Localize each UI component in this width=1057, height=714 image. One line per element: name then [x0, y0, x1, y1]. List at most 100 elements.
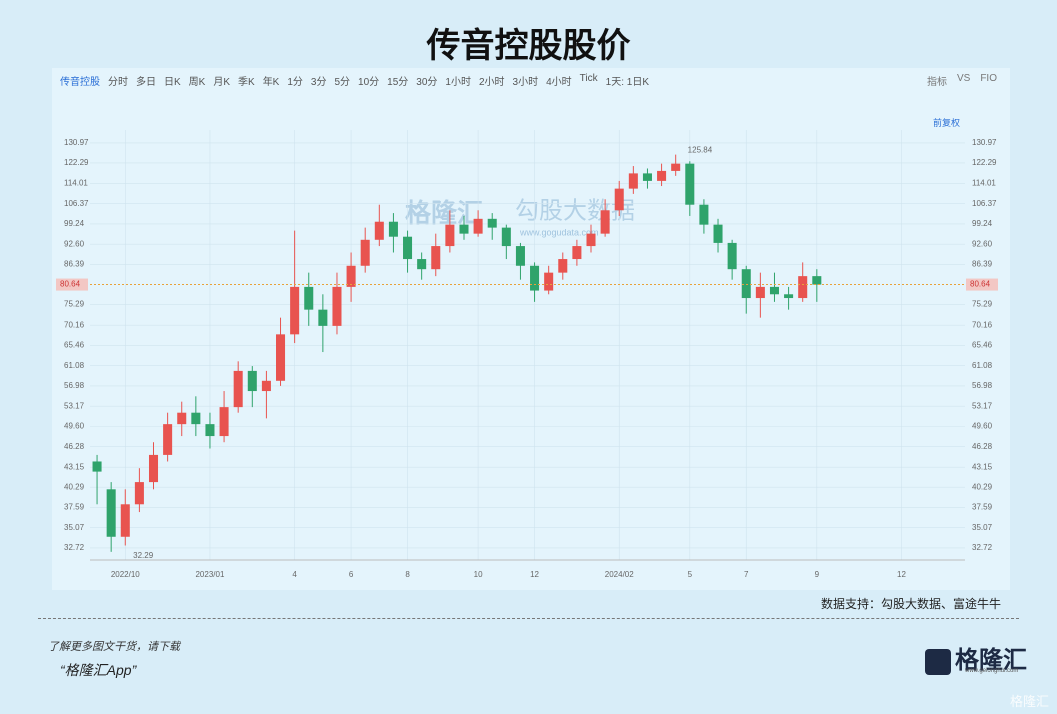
period-tab[interactable]: 10分 — [358, 77, 380, 88]
period-tab[interactable]: 日K — [164, 77, 181, 88]
watermark: www.gogudata.com — [519, 227, 599, 237]
x-tick-label: 4 — [292, 570, 297, 579]
candle-body — [530, 265, 540, 291]
y-tick-label-right: 40.29 — [972, 482, 993, 491]
candle-body — [290, 286, 300, 335]
candle-body — [346, 265, 356, 287]
candle-body — [304, 286, 314, 310]
y-tick-label-right: 122.29 — [972, 158, 997, 167]
toolbar: 传音控股 分时 多日 日K 周K 月K 季K 年K 1分 3分 5分 10分 15分 30分 1小时 2小时 3… — [60, 73, 649, 88]
x-tick-label: 2024/02 — [605, 570, 634, 579]
x-tick-label: 5 — [688, 570, 693, 579]
y-tick-label-right: 130.97 — [972, 138, 997, 147]
candle-body — [769, 286, 779, 295]
candle-body — [459, 224, 469, 234]
period-tab[interactable]: 1分 — [287, 77, 303, 88]
y-tick-label: 61.08 — [64, 361, 85, 370]
candle-body — [177, 412, 187, 425]
period-tab[interactable]: 30分 — [416, 77, 438, 88]
candle-body — [699, 204, 709, 225]
tool-button[interactable]: 指标 — [926, 77, 947, 88]
app-name: “格隆汇App” — [60, 662, 137, 678]
candle-body — [374, 221, 384, 240]
min-label: 32.29 — [133, 551, 154, 560]
period-tab[interactable]: 2小时 — [478, 77, 505, 88]
candle-body — [403, 236, 413, 260]
candle-body — [219, 407, 229, 437]
candle-body — [642, 173, 652, 181]
candle-body — [247, 370, 257, 392]
x-tick-label: 12 — [897, 570, 906, 579]
y-tick-label-right: 37.59 — [972, 503, 993, 512]
last-price-label-bg — [56, 278, 88, 291]
y-tick-label: 65.46 — [64, 341, 85, 350]
tool-button[interactable]: VS — [956, 73, 971, 84]
candle-body — [741, 269, 751, 299]
y-tick-label-right: 32.72 — [972, 543, 993, 552]
candle-body — [106, 489, 116, 537]
y-tick-label: 53.17 — [64, 401, 85, 410]
adjust-button[interactable]: 前复权 — [933, 118, 961, 128]
candle-body — [727, 242, 737, 270]
y-tick-label: 130.97 — [64, 138, 89, 147]
title: 传音控股股价 — [426, 27, 631, 65]
y-tick-label: 99.24 — [64, 219, 85, 228]
candle-body — [431, 246, 441, 270]
period-tab[interactable]: 季K — [238, 77, 255, 88]
candle-body — [148, 454, 159, 483]
y-tick-label: 46.28 — [64, 442, 85, 451]
candle-body — [544, 272, 554, 291]
y-tick-label: 35.07 — [64, 523, 85, 532]
y-tick-label: 106.37 — [64, 199, 89, 208]
period-tab[interactable]: 分时 — [108, 77, 128, 88]
period-tab[interactable]: 3分 — [310, 77, 327, 88]
watermark: 格隆汇 — [405, 198, 483, 228]
period-tab[interactable]: 15分 — [387, 77, 409, 88]
candle-body — [120, 504, 130, 537]
period-tab[interactable]: 年K — [262, 77, 280, 88]
period-tab[interactable]: 周K — [188, 77, 206, 88]
x-tick-label: 2022/10 — [111, 570, 140, 579]
y-tick-label: 49.60 — [64, 422, 85, 431]
y-tick-label-right: 49.60 — [972, 422, 993, 431]
candle-body — [755, 286, 765, 299]
y-tick-label: 56.98 — [64, 381, 85, 390]
candle-body — [614, 188, 624, 211]
y-tick-label-right: 70.16 — [972, 320, 993, 329]
candle-body — [713, 224, 723, 243]
candle-body — [628, 173, 638, 189]
candle-body — [586, 233, 596, 247]
y-tick-label-right: 56.98 — [972, 381, 993, 390]
y-tick-label: 86.39 — [64, 260, 85, 269]
stock-tab[interactable]: 传音控股 — [60, 77, 100, 88]
y-tick-label-right: 65.46 — [972, 341, 993, 350]
y-tick-label: 40.29 — [64, 482, 85, 491]
y-tick-label: 43.15 — [64, 462, 85, 471]
period-tab[interactable]: 5分 — [334, 77, 351, 88]
period-tab[interactable]: Tick — [579, 73, 598, 84]
period-tab[interactable]: 月K — [213, 77, 231, 88]
candle-body — [501, 227, 511, 247]
period-tab[interactable]: 1小时 — [445, 77, 471, 88]
candle-body — [558, 259, 568, 273]
x-tick-label: 7 — [744, 570, 749, 579]
candle-body — [685, 163, 695, 205]
tool-button[interactable]: FIO — [980, 73, 997, 84]
x-tick-label: 10 — [474, 570, 483, 579]
y-tick-label-right: 114.01 — [972, 179, 996, 188]
candle-body — [784, 294, 794, 299]
candle-body — [445, 224, 455, 247]
period-tab[interactable]: 1天: 1日K — [605, 77, 649, 88]
max-label: 125.84 — [688, 146, 713, 155]
y-tick-label: 32.72 — [64, 543, 85, 552]
period-tab[interactable]: 多日 — [136, 77, 156, 88]
period-tab[interactable]: 4小时 — [546, 77, 572, 88]
divider — [38, 618, 1019, 619]
chart-panel — [52, 68, 1010, 590]
period-tab[interactable]: 3小时 — [512, 77, 539, 88]
last-price-label-right: 80.64 — [970, 280, 991, 289]
candle-body — [600, 210, 610, 234]
y-tick-label: 114.01 — [64, 179, 88, 188]
